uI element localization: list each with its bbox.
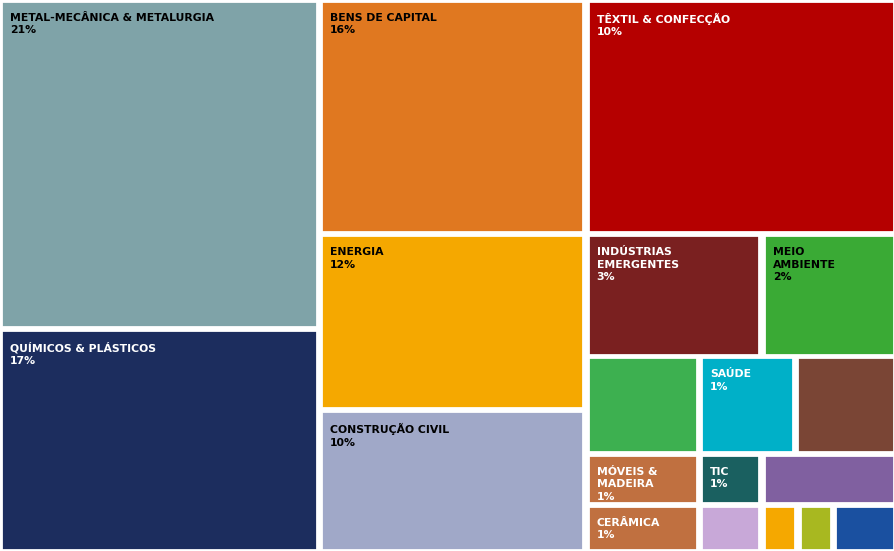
Bar: [796, 357, 892, 452]
Text: TÊXTIL & CONFECÇÃO
10%: TÊXTIL & CONFECÇÃO 10%: [595, 13, 729, 37]
Text: MÓVEIS &
MADEIRA
1%: MÓVEIS & MADEIRA 1%: [595, 467, 656, 502]
Bar: [2, 1, 316, 327]
Text: CERÂMICA
1%: CERÂMICA 1%: [595, 518, 659, 540]
Bar: [700, 357, 791, 452]
Text: METAL-MECÂNICA & METALURGIA
21%: METAL-MECÂNICA & METALURGIA 21%: [11, 13, 214, 35]
Bar: [799, 506, 830, 550]
Bar: [586, 455, 696, 503]
Bar: [2, 330, 316, 550]
Text: BENS DE CAPITAL
16%: BENS DE CAPITAL 16%: [330, 13, 436, 35]
Bar: [586, 235, 758, 355]
Bar: [763, 235, 892, 355]
Bar: [586, 357, 696, 452]
Text: INDÚSTRIAS
EMERGENTES
3%: INDÚSTRIAS EMERGENTES 3%: [595, 247, 678, 282]
Bar: [700, 506, 758, 550]
Bar: [586, 506, 696, 550]
Bar: [763, 506, 794, 550]
Bar: [586, 1, 892, 232]
Bar: [834, 506, 892, 550]
Bar: [321, 1, 582, 232]
Bar: [321, 411, 582, 550]
Text: SAÚDE
1%: SAÚDE 1%: [710, 369, 750, 392]
Bar: [321, 235, 582, 408]
Text: TIC
1%: TIC 1%: [710, 467, 729, 489]
Bar: [700, 455, 758, 503]
Bar: [763, 455, 892, 503]
Text: CONSTRUÇÃO CIVIL
10%: CONSTRUÇÃO CIVIL 10%: [330, 423, 449, 448]
Text: MEIO
AMBIENTE
2%: MEIO AMBIENTE 2%: [772, 247, 835, 282]
Text: ENERGIA
12%: ENERGIA 12%: [330, 247, 384, 269]
Text: QUÍMICOS & PLÁSTICOS
17%: QUÍMICOS & PLÁSTICOS 17%: [11, 342, 156, 366]
